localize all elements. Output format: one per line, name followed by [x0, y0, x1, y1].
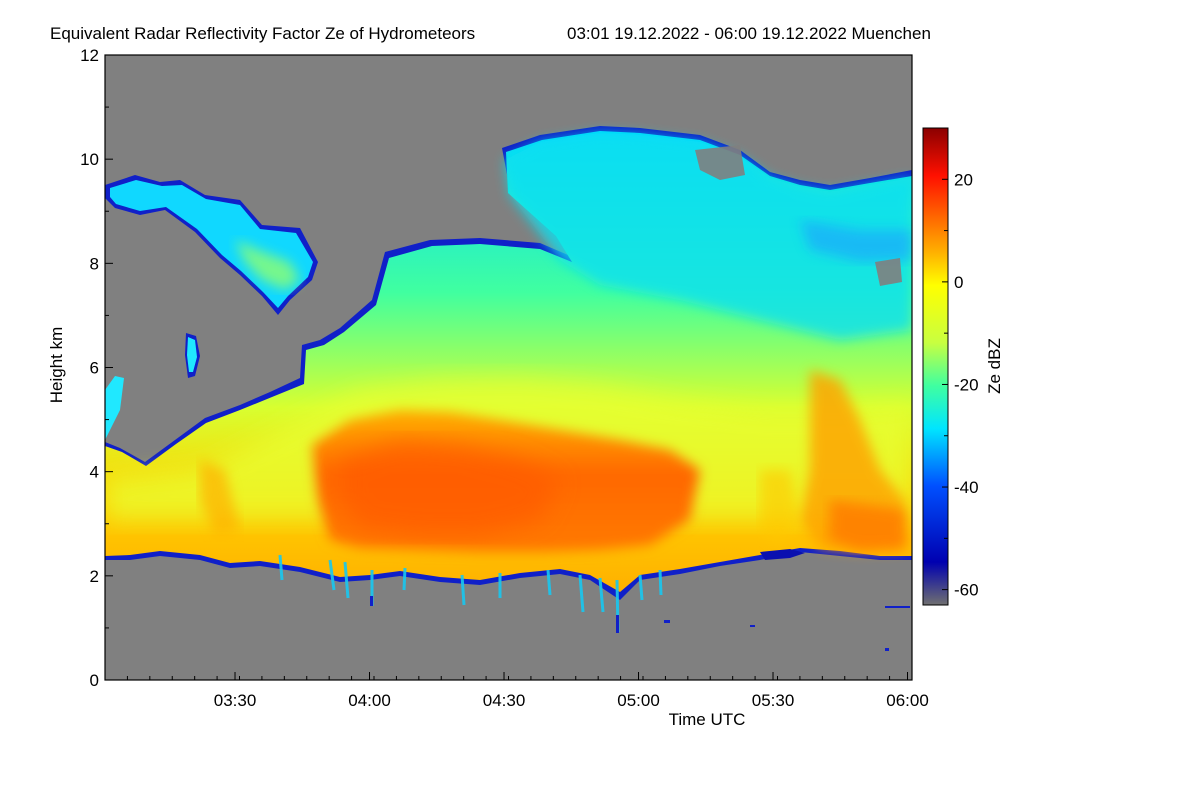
- y-tick-label: 2: [90, 567, 99, 586]
- reflectivity-field: [105, 126, 912, 651]
- x-tick-label: 04:30: [483, 691, 526, 710]
- colorbar-tick-label: 20: [954, 170, 973, 189]
- colorbar-tick-label: 0: [954, 273, 963, 292]
- x-tick-label: 05:00: [617, 691, 660, 710]
- colorbar: [922, 127, 949, 606]
- x-tick-label: 04:00: [348, 691, 391, 710]
- x-axis: 03:30 04:00 04:30 05:00 05:30 06:00: [104, 672, 929, 710]
- x-tick-label: 05:30: [752, 691, 795, 710]
- x-tick-label: 06:00: [886, 691, 929, 710]
- colorbar-axis: 20 0 -20 -40 -60: [942, 127, 979, 600]
- x-tick-label: 03:30: [214, 691, 257, 710]
- x-axis-label: Time UTC: [669, 710, 746, 729]
- y-axis-label: Height km: [47, 327, 66, 404]
- y-tick-label: 12: [80, 46, 99, 65]
- y-tick-label: 8: [90, 254, 99, 273]
- y-axis: 0 2 4 6 8 10 12: [80, 46, 113, 690]
- colorbar-tick-label: -60: [954, 581, 979, 600]
- y-tick-label: 10: [80, 150, 99, 169]
- chart-title: Equivalent Radar Reflectivity Factor Ze …: [50, 24, 475, 43]
- y-tick-label: 6: [90, 359, 99, 378]
- chart-subtitle: 03:01 19.12.2022 - 06:00 19.12.2022 Muen…: [567, 24, 931, 43]
- colorbar-tick-label: -40: [954, 478, 979, 497]
- colorbar-tick-label: -20: [954, 375, 979, 394]
- colorbar-label: Ze dBZ: [985, 338, 1004, 394]
- y-tick-label: 4: [90, 463, 99, 482]
- y-tick-label: 0: [90, 671, 99, 690]
